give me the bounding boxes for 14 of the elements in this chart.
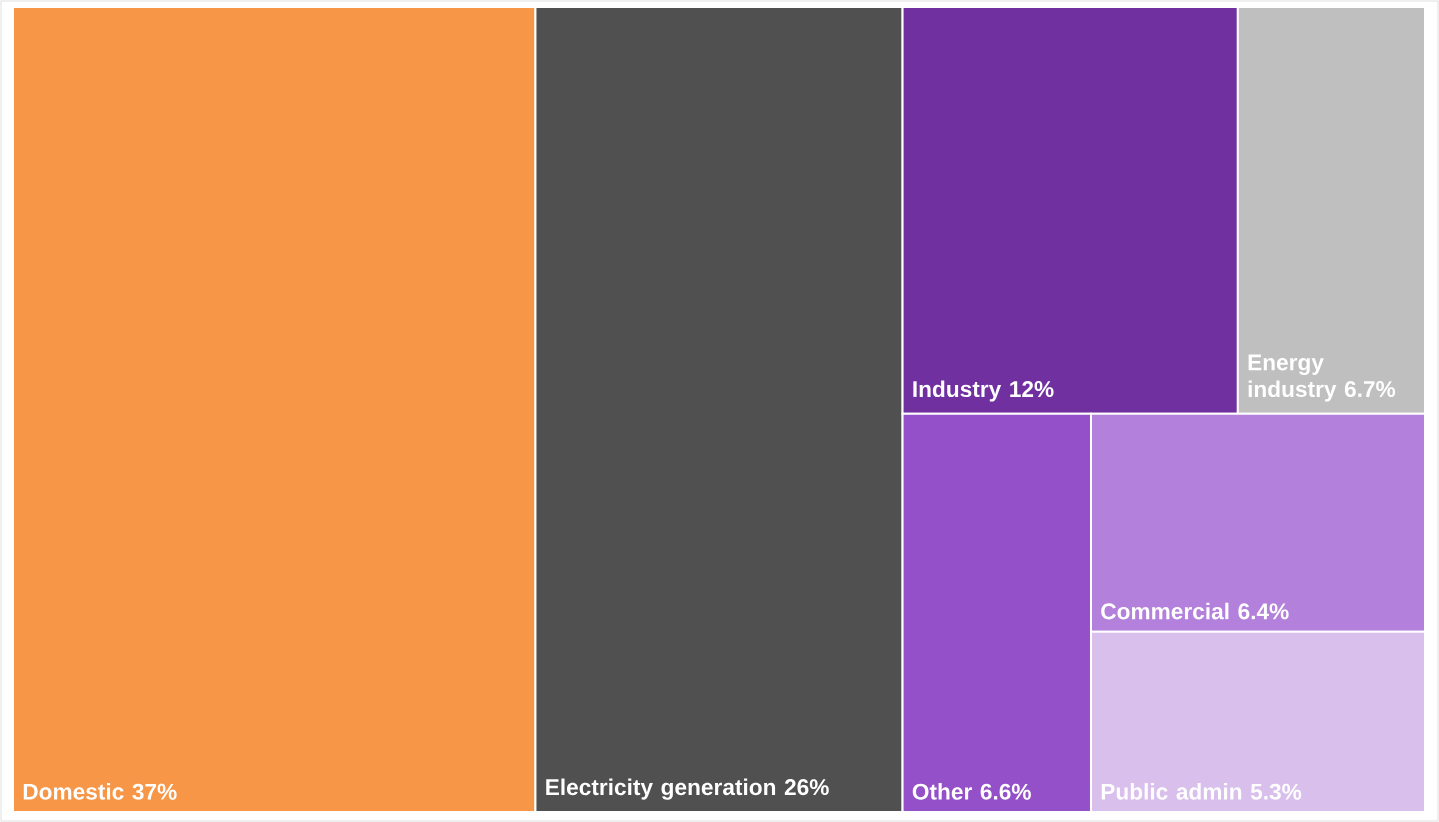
category-label: Commercial	[1101, 602, 1229, 620]
data-label: 6.7%	[1344, 381, 1396, 398]
data-label: 6.6%	[980, 783, 1031, 800]
data-label: 26%	[784, 779, 829, 796]
category-label: Domestic	[23, 783, 124, 800]
data-label: 5.3%	[1250, 783, 1302, 800]
category-label: Electricity generation	[546, 778, 776, 800]
category-label: Public admin	[1101, 783, 1242, 800]
data-label: 6.4%	[1238, 603, 1289, 620]
data-label: 12%	[1010, 381, 1054, 398]
category-label: Other	[912, 783, 972, 800]
data-label: 37%	[132, 783, 177, 800]
category-label: Energy industry	[1248, 354, 1337, 402]
category-label: Industry	[913, 380, 1002, 402]
